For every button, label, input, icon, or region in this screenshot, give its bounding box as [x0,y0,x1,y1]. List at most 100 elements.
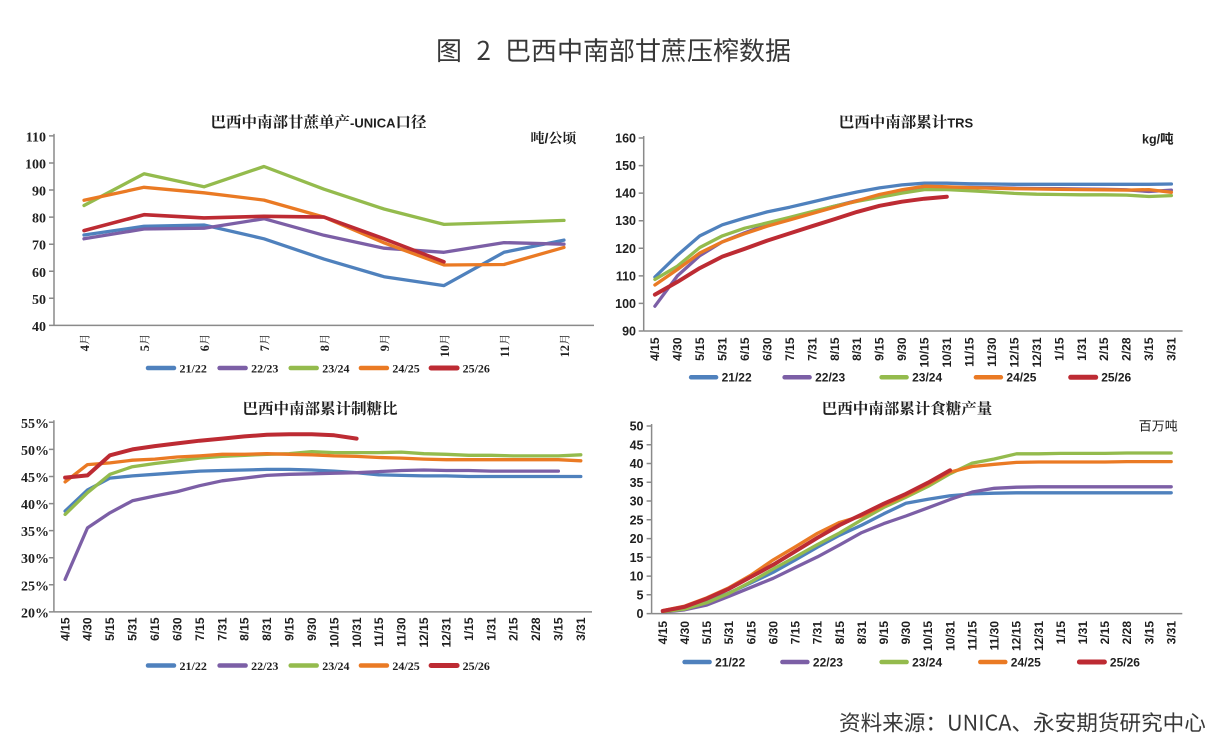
svg-text:7/31: 7/31 [811,621,825,645]
svg-text:11: 11 [498,346,512,358]
svg-text:3/15: 3/15 [1142,337,1156,361]
svg-text:150: 150 [615,159,636,173]
svg-text:160: 160 [615,132,636,146]
svg-text:2/28: 2/28 [1120,621,1134,645]
svg-text:45: 45 [630,438,644,452]
svg-text:12: 12 [558,345,572,357]
svg-text:22/23: 22/23 [251,659,278,673]
svg-text:24/25: 24/25 [392,659,419,673]
svg-text:12/31: 12/31 [440,617,454,647]
svg-text:25%: 25% [21,579,49,594]
svg-text:5: 5 [637,588,644,602]
svg-text:2/28: 2/28 [529,617,543,641]
svg-text:4/30: 4/30 [678,621,692,645]
svg-text:50: 50 [32,293,46,308]
svg-text:7/15: 7/15 [193,617,207,641]
svg-text:22/23: 22/23 [813,655,843,669]
svg-text:35%: 35% [21,525,49,540]
svg-text:12/31: 12/31 [1032,621,1046,651]
svg-text:3/15: 3/15 [1142,621,1156,645]
svg-text:8/31: 8/31 [260,617,274,641]
svg-text:5/15: 5/15 [693,337,707,361]
svg-text:9/15: 9/15 [877,621,891,645]
svg-text:10: 10 [630,570,644,584]
svg-text:30%: 30% [21,552,49,567]
svg-text:25/26: 25/26 [1101,371,1131,385]
svg-text:30: 30 [630,495,644,509]
svg-text:12/15: 12/15 [1007,337,1021,367]
svg-text:5/31: 5/31 [126,617,140,641]
svg-text:24/25: 24/25 [392,361,419,375]
svg-text:6/15: 6/15 [738,337,752,361]
svg-text:1/15: 1/15 [462,617,476,641]
svg-text:1/31: 1/31 [1075,337,1089,361]
svg-text:50: 50 [630,420,644,434]
svg-text:1/15: 1/15 [1054,621,1068,645]
svg-text:TRS: TRS [947,116,973,131]
svg-text:6: 6 [198,345,212,351]
svg-text:3/15: 3/15 [552,617,566,641]
svg-text:7/31: 7/31 [215,617,229,641]
svg-text:4/15: 4/15 [648,337,662,361]
svg-text:4/30: 4/30 [671,337,685,361]
svg-text:40%: 40% [21,498,49,513]
svg-text:1/31: 1/31 [484,617,498,641]
svg-text:21/22: 21/22 [722,371,752,385]
svg-text:10/31: 10/31 [350,617,364,647]
svg-text:11/30: 11/30 [395,617,409,647]
svg-text:8/15: 8/15 [238,617,252,641]
svg-text:130: 130 [615,214,636,228]
svg-text:21/22: 21/22 [180,659,207,673]
svg-text:20: 20 [630,532,644,546]
svg-text:2/15: 2/15 [1098,621,1112,645]
svg-text:2/15: 2/15 [1097,337,1111,361]
svg-text:15: 15 [630,551,644,565]
svg-text:22/23: 22/23 [815,371,845,385]
svg-text:12/15: 12/15 [417,617,431,647]
svg-text:90: 90 [32,185,46,200]
svg-text:23/24: 23/24 [912,655,942,669]
svg-text:8/31: 8/31 [850,337,864,361]
svg-text:100: 100 [25,158,46,173]
svg-text:11/30: 11/30 [988,621,1002,651]
svg-text:120: 120 [615,242,636,256]
svg-text:8/31: 8/31 [855,621,869,645]
svg-text:10: 10 [438,345,452,357]
svg-text:25: 25 [630,513,644,527]
svg-text:25/26: 25/26 [463,361,490,375]
svg-text:20%: 20% [21,606,49,621]
svg-text:11/30: 11/30 [985,337,999,367]
svg-text:9: 9 [378,345,392,351]
svg-text:-UNICA: -UNICA [350,116,396,131]
svg-text:kg/: kg/ [1142,133,1161,147]
svg-text:35: 35 [630,476,644,490]
svg-text:8/15: 8/15 [828,337,842,361]
svg-text:4/15: 4/15 [656,621,670,645]
svg-text:4/15: 4/15 [58,617,72,641]
svg-text:11/15: 11/15 [963,337,977,367]
svg-text:0: 0 [637,607,644,621]
svg-text:23/24: 23/24 [322,361,349,375]
svg-text:40: 40 [32,320,46,335]
svg-text:80: 80 [32,212,46,227]
svg-text:55%: 55% [21,417,49,432]
svg-text:1/31: 1/31 [1076,621,1090,645]
svg-text:12/31: 12/31 [1030,337,1044,367]
svg-text:40: 40 [630,457,644,471]
svg-text:8: 8 [318,345,332,351]
svg-text:6/15: 6/15 [744,621,758,645]
svg-text:23/24: 23/24 [322,659,349,673]
svg-text:5/31: 5/31 [722,621,736,645]
svg-text:21/22: 21/22 [715,655,745,669]
svg-text:23/24: 23/24 [912,371,942,385]
svg-text:9/30: 9/30 [899,621,913,645]
svg-text:22/23: 22/23 [251,361,278,375]
svg-text:5/31: 5/31 [716,337,730,361]
svg-text:100: 100 [615,297,636,311]
svg-text:11/15: 11/15 [965,621,979,651]
svg-text:4: 4 [78,345,92,351]
svg-text:4/30: 4/30 [81,617,95,641]
svg-text:9/15: 9/15 [283,617,297,641]
svg-text:8/15: 8/15 [833,621,847,645]
svg-text:60: 60 [32,266,46,281]
